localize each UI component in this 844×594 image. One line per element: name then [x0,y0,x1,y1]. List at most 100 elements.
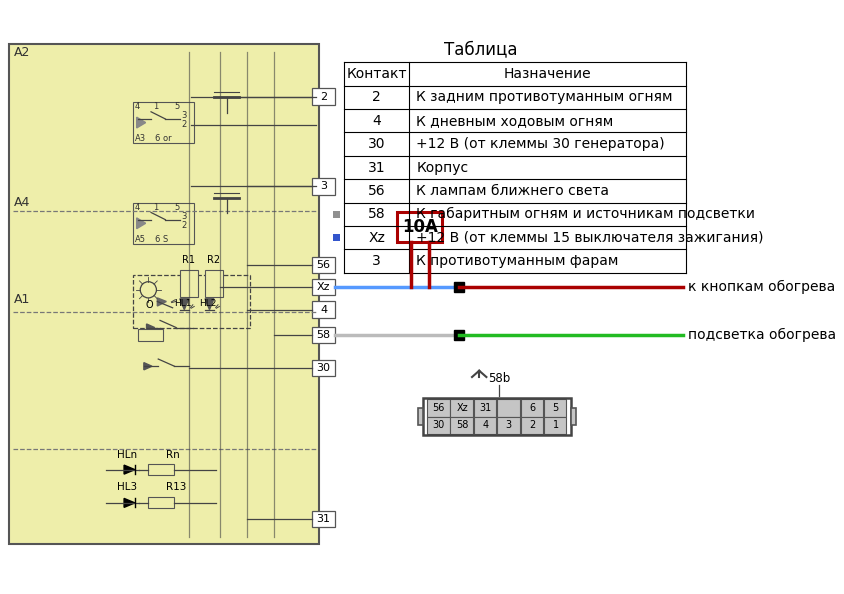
Bar [312,178,335,194]
Text: 58: 58 [456,420,468,430]
Text: Таблица: Таблица [444,41,517,59]
Text: A5: A5 [135,235,146,244]
Bar [473,416,496,434]
Bar [451,416,473,434]
Text: R2: R2 [208,255,220,265]
Bar [473,400,496,416]
Text: Корпус: Корпус [416,160,468,175]
Polygon shape [137,218,146,229]
Polygon shape [137,117,146,128]
Text: Xz: Xz [368,230,385,245]
Bar [424,398,571,435]
Text: A3: A3 [135,134,146,144]
Text: 3: 3 [181,111,187,120]
Polygon shape [147,324,154,331]
Text: Назначение: Назначение [504,67,592,81]
Text: 6 or: 6 or [154,134,171,144]
Text: 58: 58 [368,207,386,222]
Text: 31: 31 [368,160,386,175]
Text: 31: 31 [316,514,331,524]
Text: 2: 2 [320,91,327,102]
Bar [133,102,194,143]
Text: 1: 1 [153,203,158,212]
Bar [521,400,543,416]
Bar [427,400,450,416]
Text: 3: 3 [372,254,381,268]
Bar [9,45,319,544]
Bar [497,400,520,416]
Text: 6: 6 [529,403,535,413]
Text: 4: 4 [135,102,140,111]
Bar [312,257,335,273]
Text: К противотуманным фарам: К противотуманным фарам [416,254,619,268]
Bar [398,211,442,242]
Bar [544,400,566,416]
Text: 2: 2 [529,420,535,430]
Polygon shape [205,299,214,309]
Text: 30: 30 [368,137,386,151]
Bar [133,203,194,244]
Bar [312,89,335,105]
Text: подсветка обогрева: подсветка обогрева [688,328,836,342]
Text: R1: R1 [182,255,195,265]
Bar [333,211,340,218]
Text: A2: A2 [14,46,30,59]
Bar [521,416,543,434]
Text: Xz: Xz [457,403,468,413]
Bar [149,498,174,508]
Text: К задним противотуманным огням: К задним противотуманным огням [416,90,673,105]
Polygon shape [143,362,152,370]
Text: 30: 30 [433,420,445,430]
Text: 2: 2 [181,120,187,129]
Text: 10А: 10А [402,218,438,236]
Polygon shape [180,299,189,309]
Text: 6 S: 6 S [154,235,168,244]
Text: 1: 1 [153,102,158,111]
Text: 56: 56 [433,403,445,413]
Text: 56: 56 [316,260,331,270]
Bar [451,400,473,416]
Text: +12 В (от клеммы 30 генератора): +12 В (от клеммы 30 генератора) [416,137,665,151]
Text: 4: 4 [320,305,327,315]
Text: Xz: Xz [316,282,330,292]
Text: HLn: HLn [116,450,137,460]
Polygon shape [157,298,166,306]
Polygon shape [124,498,135,507]
Bar [138,329,163,341]
Text: O: O [146,300,154,310]
Bar [312,302,335,318]
Text: К габаритным огням и источникам подсветки: К габаритным огням и источникам подсветк… [416,207,755,222]
Bar [133,274,250,328]
Bar [312,360,335,376]
Text: 5: 5 [175,203,180,212]
Polygon shape [124,465,135,474]
Bar [418,408,424,425]
Bar [333,234,340,241]
Bar [312,327,335,343]
Text: 3: 3 [506,420,512,430]
Text: 30: 30 [316,363,331,373]
Text: 4: 4 [483,420,489,430]
Text: HL3: HL3 [116,482,137,492]
Text: 31: 31 [479,403,491,413]
Text: 3: 3 [181,212,187,221]
Text: 58: 58 [316,330,331,340]
Text: 4: 4 [372,114,381,128]
Text: Rn: Rn [166,450,180,460]
Text: A4: A4 [14,196,30,209]
Text: 4: 4 [135,203,140,212]
Text: 56: 56 [368,184,386,198]
Text: 1: 1 [553,420,559,430]
Text: 5: 5 [553,403,559,413]
Bar [205,270,223,297]
Bar [149,465,174,475]
Bar [312,511,335,527]
Text: 2: 2 [181,221,187,230]
Text: 2: 2 [372,90,381,105]
Bar [180,270,197,297]
Text: К лампам ближнего света: К лампам ближнего света [416,184,609,198]
Bar [427,416,450,434]
Text: 3: 3 [320,181,327,191]
Text: 5: 5 [175,102,180,111]
Text: HL2: HL2 [199,299,216,308]
